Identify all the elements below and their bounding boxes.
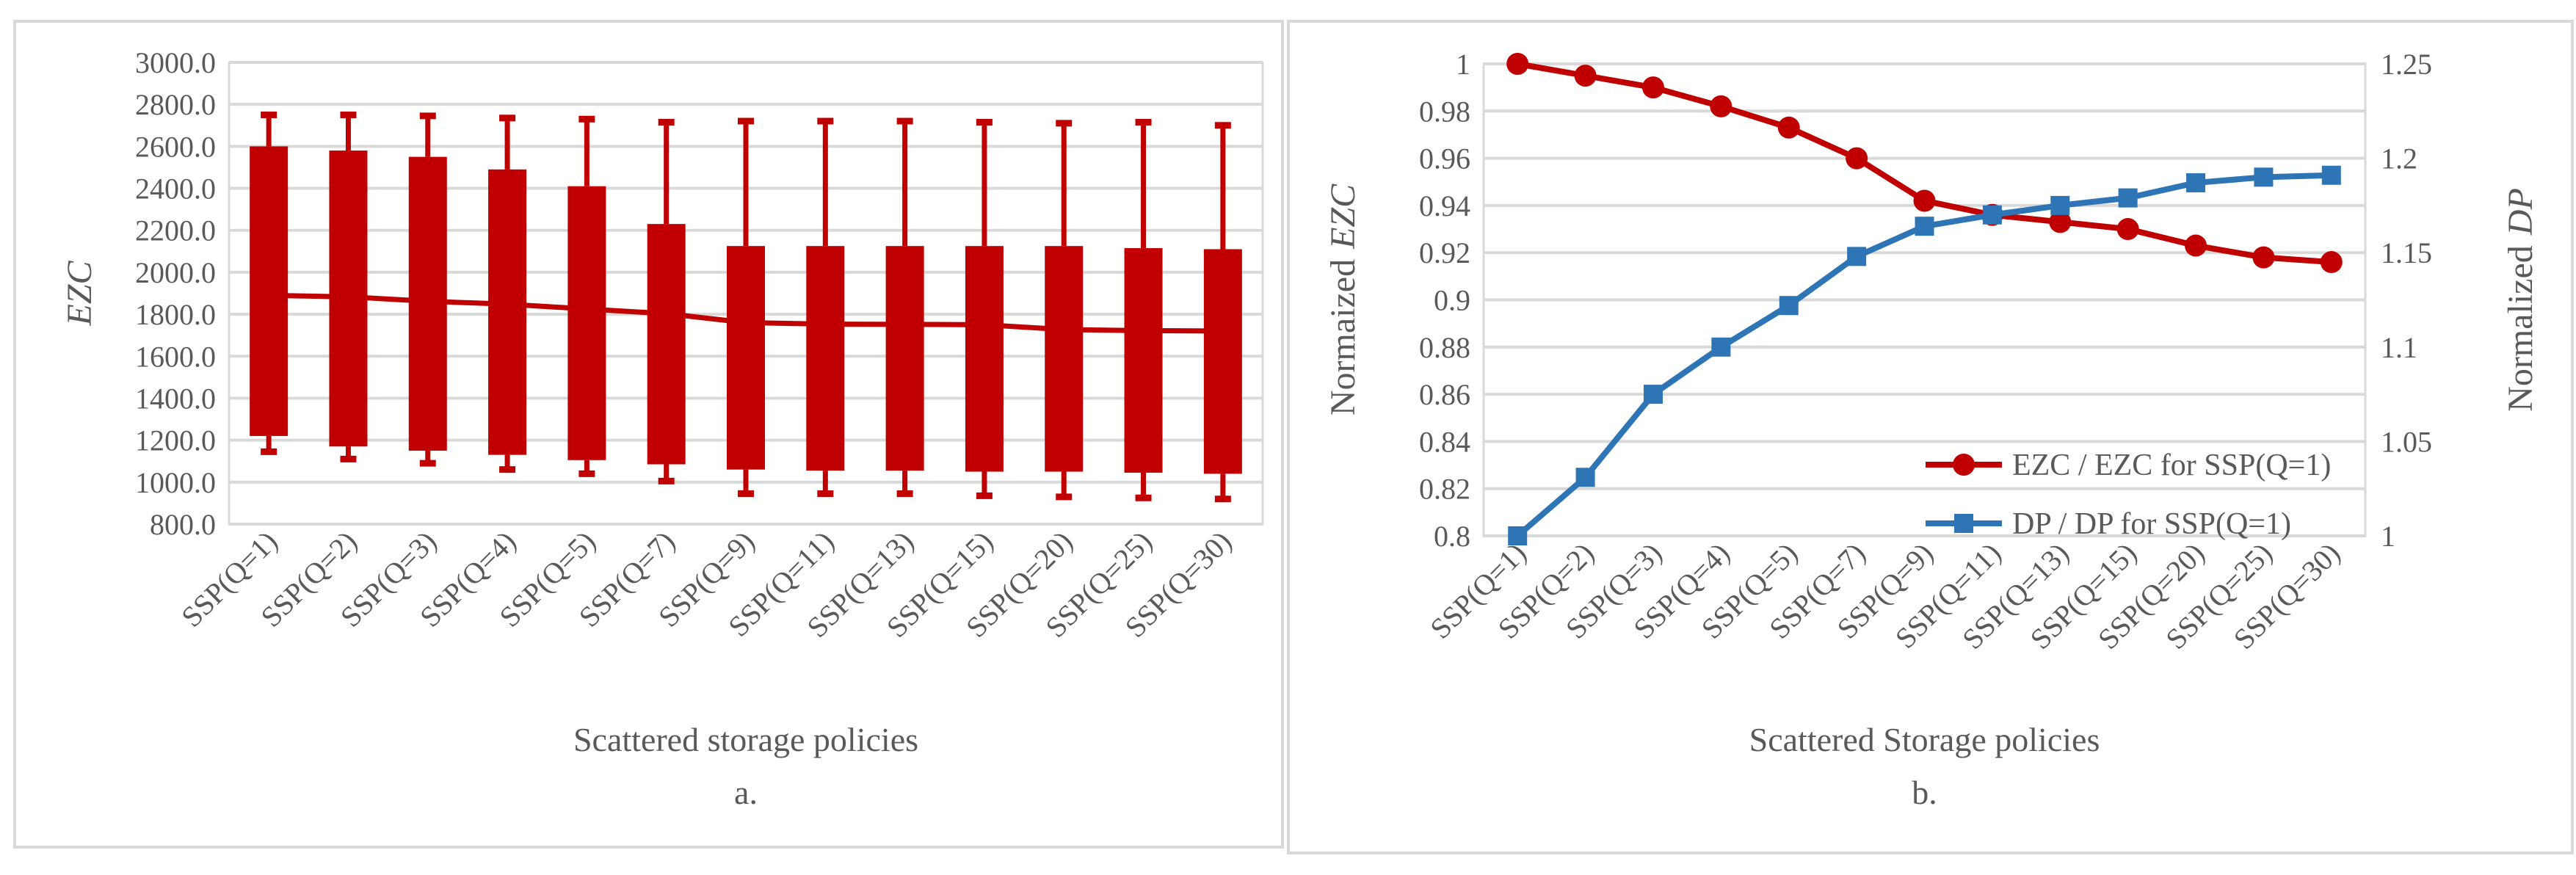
legend-label: EZC / EZC for SSP(Q=1) [2012,449,2331,482]
left-y-tick-label: 0.96 [1419,142,1470,175]
plot-border [228,61,1264,526]
data-point-square [1643,385,1663,404]
right-y-tick-label: 1.25 [2381,48,2432,81]
range-bar [1045,246,1084,472]
left-y-tick-label: 1 [1456,48,1470,81]
y-axis-title: EZC [60,261,99,327]
data-point-circle [2049,211,2072,233]
range-bar [1203,249,1242,474]
left-y-tick-label: 0.82 [1419,473,1470,506]
data-point-square [1915,217,1934,236]
data-point-circle [2320,251,2343,274]
panel-sublabel: a. [734,774,758,811]
data-point-circle [1846,147,1868,170]
y-tick-label: 1200.0 [135,424,216,457]
data-point-circle [1641,76,1664,99]
data-point-square [2186,173,2206,193]
data-point-square [1847,247,1867,266]
y-tick-label: 2000.0 [135,256,216,289]
left-y-axis-title-text: NormaizedEZC [1324,184,1363,415]
left-y-tick-label: 0.86 [1419,378,1470,411]
data-point-square [2118,188,2138,208]
mean-line [269,292,1223,334]
range-bar [1124,248,1163,473]
legend-label: DP / DP for SSP(Q=1) [2012,507,2291,541]
left-y-tick-label: 0.98 [1419,95,1470,128]
y-tick-label: 1000.0 [135,466,216,499]
range-bar [885,246,924,471]
data-point-circle [1777,116,1800,139]
legend-item: EZC / EZC for SSP(Q=1) [1926,449,2331,482]
y-tick-label: 1600.0 [135,340,216,373]
data-point-square [1982,205,2002,225]
range-bar [647,224,686,465]
y-tick-label: 1400.0 [135,382,216,415]
data-point-circle [2252,246,2275,269]
y-tick-label: 800.0 [150,508,216,541]
y-tick-label: 2800.0 [135,88,216,121]
right-y-tick-label: 1.2 [2381,142,2417,175]
legend-square-marker [1954,514,1973,533]
right-y-tick-label: 1.05 [2381,425,2432,458]
left-y-tick-label: 0.88 [1419,331,1470,364]
right-y-tick-label: 1.1 [2381,331,2417,364]
left-y-tick-label: 0.94 [1419,189,1470,222]
y-tick-label: 2200.0 [135,214,216,247]
range-bar [965,246,1004,472]
left-y-tick-label: 0.92 [1419,236,1470,269]
y-tick-label: 3000.0 [135,46,216,79]
legend-item: DP / DP for SSP(Q=1) [1926,507,2291,541]
range-bar [806,246,845,471]
chart-b-svg: 1 0.98 0.96 0.94 0.92 0.9 0.88 0.86 0.84 0.82 0.8 1… [1324,48,2540,811]
data-point-circle [2116,218,2139,241]
left-y-axis-title: NormaizedEZC [1324,184,1363,415]
data-point-square [1711,337,1731,357]
data-point-square [1508,526,1528,545]
y-tick-label: 2400.0 [135,173,216,206]
chart-panel-b: 1 0.98 0.96 0.94 0.92 0.9 0.88 0.86 0.84 0.82 0.8 1… [1287,20,2574,854]
data-point-circle [1574,65,1597,87]
data-point-square [1575,468,1595,487]
data-point-square [2254,167,2274,187]
range-bar [727,246,765,470]
right-y-tick-label: 1.15 [2381,236,2432,269]
range-bar [250,146,289,436]
data-point-circle [1913,189,1936,212]
x-axis-title: Scattered Storage policies [1749,721,2100,758]
chart-panel-a: 3000.0 2800.0 2600.0 2400.0 2200.0 2000.0 1800… [13,20,1284,849]
right-y-axis-title-text: NormalizedDP [2501,188,2540,412]
x-axis-title: Scattered storage policies [573,721,918,758]
left-y-tick-label: 0.84 [1419,425,1470,458]
y-tick-label: 2600.0 [135,130,216,163]
panel-sublabel: b. [1912,774,1937,811]
data-point-circle [1506,53,1529,75]
right-y-tick-label: 1 [2381,520,2395,553]
right-y-axis-title: NormalizedDP [2501,188,2540,412]
plot-border [1482,62,2367,537]
y-axis-title-text: EZC [60,261,99,327]
data-point-circle [1710,95,1733,117]
range-bar [567,186,606,460]
data-point-square [2321,165,2341,185]
data-point-circle [2185,234,2207,257]
range-bar [488,169,527,455]
left-y-tick-label: 0.9 [1434,284,1470,317]
chart-a-svg: 3000.0 2800.0 2600.0 2400.0 2200.0 2000.0 1800… [60,46,1264,811]
data-point-square [2050,195,2070,215]
left-y-tick-label: 0.8 [1434,520,1470,553]
data-point-square [1779,296,1799,316]
legend-circle-marker [1953,454,1975,476]
y-tick-label: 1800.0 [135,298,216,331]
